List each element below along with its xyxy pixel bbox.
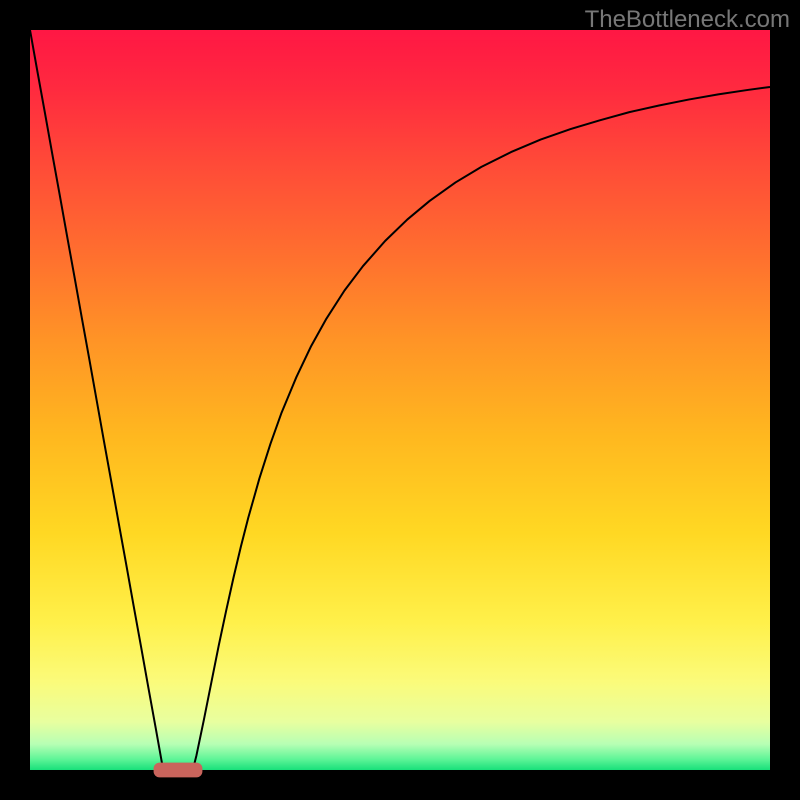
optimal-marker xyxy=(154,763,203,778)
chart-background xyxy=(30,30,770,770)
watermark-text: TheBottleneck.com xyxy=(585,6,790,34)
chart-container: TheBottleneck.com xyxy=(0,0,800,800)
bottleneck-chart xyxy=(0,0,800,800)
